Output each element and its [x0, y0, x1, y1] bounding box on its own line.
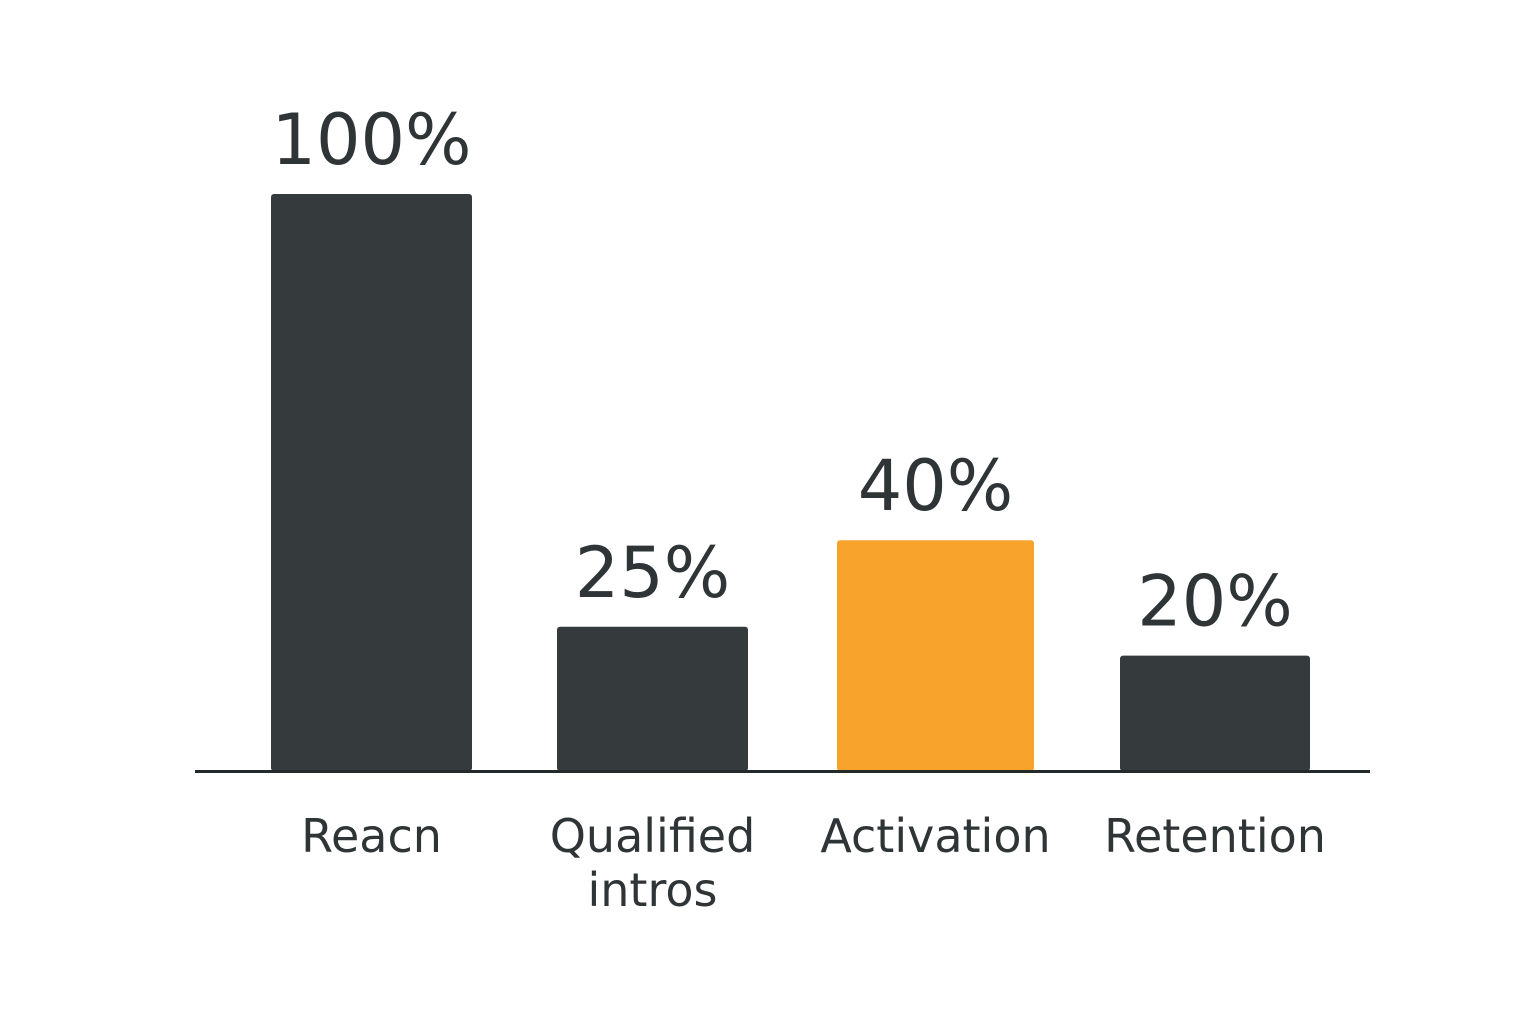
category-label-line: Qualified [550, 809, 756, 863]
category-label-4: Retention [1104, 809, 1326, 863]
bar-4 [1120, 655, 1310, 771]
value-label-4: 20% [1137, 561, 1293, 643]
bar-1 [271, 194, 472, 771]
value-label-1: 100% [271, 99, 471, 181]
category-label-2: Qualified intros [550, 809, 756, 917]
category-label-1: Reacn [301, 809, 442, 863]
value-label-2: 25% [575, 532, 731, 614]
bars-layer [271, 194, 1310, 771]
category-label-line: Retention [1104, 809, 1326, 863]
bar-3 [837, 540, 1034, 771]
value-label-3: 40% [858, 445, 1014, 527]
category-label-line: Reacn [301, 809, 442, 863]
labels-layer: 100% Reacn 25% Qualified intros 40% Activation… [271, 99, 1325, 917]
category-label-line: Activation [820, 809, 1050, 863]
category-label-line: intros [588, 863, 718, 917]
bar-2 [557, 626, 748, 771]
category-label-3: Activation [820, 809, 1050, 863]
